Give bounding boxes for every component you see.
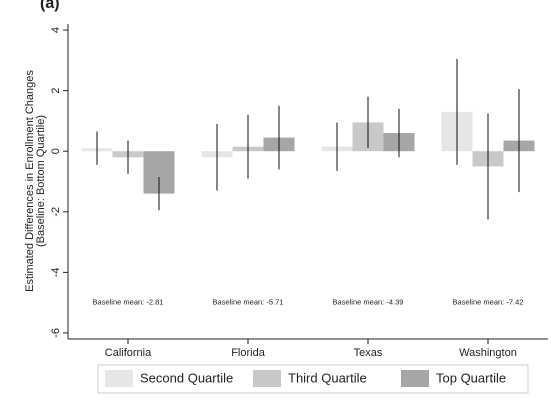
legend-label: Third Quartile	[288, 370, 367, 385]
x-tick-label: Texas	[354, 347, 383, 359]
annotation: Baseline mean: -7.42	[453, 298, 524, 307]
legend-swatch	[105, 370, 133, 387]
y-tick-label: 4	[50, 27, 62, 33]
legend-swatch	[401, 370, 429, 387]
y-tick-label: -4	[50, 267, 62, 277]
x-tick-label: California	[105, 347, 152, 359]
x-tick-label: Florida	[231, 347, 266, 359]
y-axis-label: (Baseline: Bottom Quartile)	[35, 115, 47, 247]
y-tick-label: -2	[50, 207, 62, 217]
chart-title: (a)	[40, 0, 60, 12]
legend-swatch	[253, 370, 281, 387]
legend-box	[97, 364, 529, 394]
legend-label: Second Quartile	[140, 370, 233, 385]
annotation: Baseline mean: -4.39	[333, 298, 404, 307]
y-tick-label: 0	[50, 148, 62, 154]
y-axis-label: Estimated Differences in Enrollment Chan…	[24, 70, 36, 292]
y-tick-label: 2	[50, 88, 62, 94]
annotation: Baseline mean: -5.71	[213, 298, 284, 307]
x-tick-label: Washington	[459, 347, 517, 359]
annotation: Baseline mean: -2.81	[93, 298, 164, 307]
y-tick-label: -6	[50, 328, 62, 338]
legend-label: Top Quartile	[436, 370, 506, 385]
